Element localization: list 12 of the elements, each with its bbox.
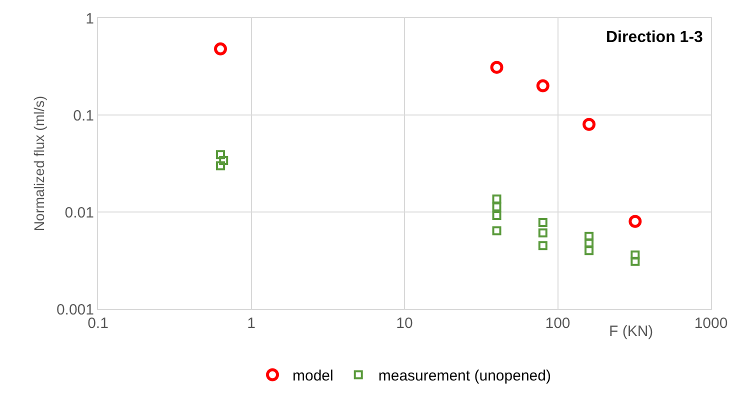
y-axis-title: Normalized flux (ml/s): [31, 96, 48, 232]
y-tick-label: 1: [86, 10, 94, 28]
x-tick-label: 10: [396, 315, 413, 332]
x-tick-label: 1: [247, 315, 256, 332]
legend-label: measurement (unopened): [378, 368, 551, 385]
x-tick-label: 1000: [694, 315, 728, 332]
x-axis-title: F (KN): [609, 323, 654, 340]
y-tick-label: 0.1: [73, 107, 94, 124]
y-tick-label: 0.01: [64, 204, 94, 222]
legend-label: model: [292, 368, 334, 385]
text: Direction 1-3: [606, 29, 704, 46]
x-tick-label: 100: [545, 315, 570, 332]
